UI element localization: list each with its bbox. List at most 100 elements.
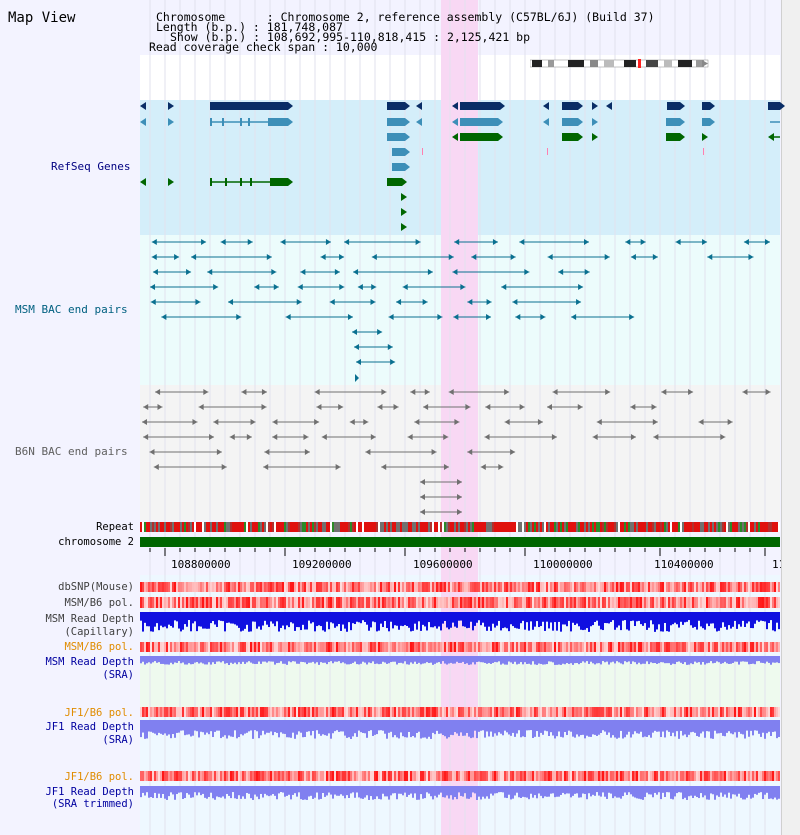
msm-pol-heat bbox=[270, 597, 272, 608]
jf1-pol-heat bbox=[582, 707, 584, 717]
msm-pol2-heat bbox=[274, 642, 276, 652]
dbsnp-heat bbox=[580, 582, 582, 592]
jf1-pol2-heat bbox=[474, 771, 476, 781]
b6n-bac-pair-end bbox=[651, 404, 657, 410]
track-label-jf1-depth-trim[interactable]: JF1 Read Depth bbox=[45, 786, 134, 798]
right-scrollbar[interactable] bbox=[781, 0, 800, 835]
msm-pol-heat bbox=[612, 597, 614, 608]
repeat-segment bbox=[218, 522, 220, 532]
refseq-gene-tip bbox=[498, 118, 503, 126]
jf1-pol-heat bbox=[348, 707, 350, 717]
msm-depth-cap-bar bbox=[530, 612, 532, 622]
jf1-depth-sra-bar bbox=[602, 720, 604, 731]
track-label-jf1-depth-sra[interactable]: JF1 Read Depth bbox=[45, 721, 134, 733]
msm-pol2-heat bbox=[624, 642, 626, 652]
jf1-depth-sra-bar bbox=[264, 720, 266, 735]
jf1-pol2-heat bbox=[564, 771, 566, 781]
msm-depth-sra-bar bbox=[448, 656, 450, 664]
dbsnp-heat bbox=[326, 582, 328, 592]
msm-pol2-heat bbox=[232, 642, 234, 652]
msm-depth-cap-bar bbox=[584, 612, 586, 630]
track-label-msm-bac[interactable]: MSM BAC end pairs bbox=[15, 303, 128, 316]
jf1-pol2-heat bbox=[684, 771, 686, 781]
msm-pol2-heat bbox=[268, 642, 270, 652]
msm-bac-pair-end bbox=[540, 314, 546, 320]
msm-depth-cap-bar bbox=[734, 612, 736, 621]
msm-pol2-heat bbox=[588, 642, 590, 652]
msm-bac-pair-end bbox=[390, 359, 396, 365]
jf1-pol-heat bbox=[768, 707, 770, 717]
b6n-bac-pair-end bbox=[304, 449, 310, 455]
msm-depth-sra-bar bbox=[166, 656, 168, 665]
repeat-segment bbox=[182, 522, 184, 532]
msm-depth-sra-bar bbox=[150, 656, 152, 664]
track-label-dbsnp[interactable]: dbSNP(Mouse) bbox=[58, 581, 134, 593]
repeat-segment bbox=[312, 522, 314, 532]
dbsnp-heat bbox=[756, 582, 758, 592]
dbsnp-heat bbox=[632, 582, 634, 592]
track-label-msm-pol-2[interactable]: MSM/B6 pol. bbox=[64, 641, 134, 653]
track-label-chromosome[interactable]: chromosome 2 bbox=[58, 536, 134, 548]
jf1-depth-trim-bar bbox=[654, 786, 656, 793]
dbsnp-heat bbox=[598, 582, 600, 592]
jf1-depth-sra-bar bbox=[536, 720, 538, 732]
msm-pol2-heat bbox=[428, 642, 430, 652]
jf1-depth-sra-bar bbox=[720, 720, 722, 733]
dbsnp-heat bbox=[406, 582, 408, 592]
msm-pol2-heat bbox=[258, 642, 260, 652]
refseq-gene bbox=[562, 102, 578, 110]
msm-depth-sra-bar bbox=[742, 656, 744, 662]
jf1-pol-heat bbox=[690, 707, 692, 717]
track-label-jf1-pol-2[interactable]: JF1/B6 pol. bbox=[64, 771, 134, 783]
msm-bac-end bbox=[355, 374, 359, 382]
msm-pol2-heat bbox=[432, 642, 434, 652]
msm-pol-heat bbox=[296, 597, 298, 608]
msm-depth-sra-bar bbox=[244, 656, 246, 664]
msm-depth-cap-bar bbox=[642, 612, 644, 626]
msm-pol2-heat bbox=[330, 642, 332, 652]
jf1-pol2-heat bbox=[214, 771, 216, 781]
msm-depth-sra-bar bbox=[446, 656, 448, 665]
jf1-pol-heat bbox=[594, 707, 596, 717]
track-label-msm-depth-cap[interactable]: MSM Read Depth bbox=[45, 613, 134, 625]
dbsnp-heat bbox=[380, 582, 382, 592]
msm-depth-cap-bar bbox=[674, 612, 676, 623]
dbsnp-heat bbox=[612, 582, 614, 592]
msm-pol-heat bbox=[246, 597, 248, 608]
repeat-segment bbox=[448, 522, 450, 532]
jf1-depth-trim-bar bbox=[646, 786, 648, 793]
jf1-depth-trim-bar bbox=[264, 786, 266, 794]
jf1-pol2-heat bbox=[522, 771, 524, 781]
track-label-b6n-bac[interactable]: B6N BAC end pairs bbox=[15, 445, 128, 458]
dbsnp-heat bbox=[732, 582, 734, 592]
track-label-msm-pol-1[interactable]: MSM/B6 pol. bbox=[64, 597, 134, 609]
chromosome-ideogram[interactable] bbox=[529, 53, 710, 68]
jf1-pol-heat bbox=[528, 707, 530, 717]
track-label-jf1-pol-1[interactable]: JF1/B6 pol. bbox=[64, 707, 134, 719]
msm-pol-heat bbox=[552, 597, 554, 608]
jf1-pol2-heat bbox=[776, 771, 778, 781]
msm-pol-heat bbox=[546, 597, 548, 608]
jf1-pol-heat bbox=[704, 707, 706, 717]
msm-bac-pair-end bbox=[652, 254, 658, 260]
dbsnp-heat bbox=[704, 582, 706, 592]
b6n-bac-pair-end bbox=[213, 419, 219, 425]
jf1-pol-heat bbox=[756, 707, 758, 717]
jf1-pol-heat bbox=[574, 707, 576, 717]
track-label-repeat[interactable]: Repeat bbox=[96, 521, 134, 533]
msm-pol-heat bbox=[194, 597, 196, 608]
msm-pol2-heat bbox=[238, 642, 240, 652]
msm-depth-cap-bar bbox=[416, 612, 418, 630]
track-label-refseq[interactable]: RefSeq Genes bbox=[51, 160, 131, 173]
msm-pol-heat bbox=[222, 597, 224, 608]
track-label-msm-depth-sra[interactable]: MSM Read Depth bbox=[45, 656, 134, 668]
jf1-pol2-heat bbox=[164, 771, 166, 781]
msm-pol-heat bbox=[418, 597, 420, 608]
msm-depth-sra-bar bbox=[324, 656, 326, 663]
jf1-depth-trim-bar bbox=[434, 786, 436, 796]
msm-pol2-heat bbox=[484, 642, 486, 652]
msm-pol2-heat bbox=[226, 642, 228, 652]
msm-depth-sra-bar bbox=[622, 656, 624, 665]
msm-depth-sra-bar bbox=[468, 656, 470, 665]
